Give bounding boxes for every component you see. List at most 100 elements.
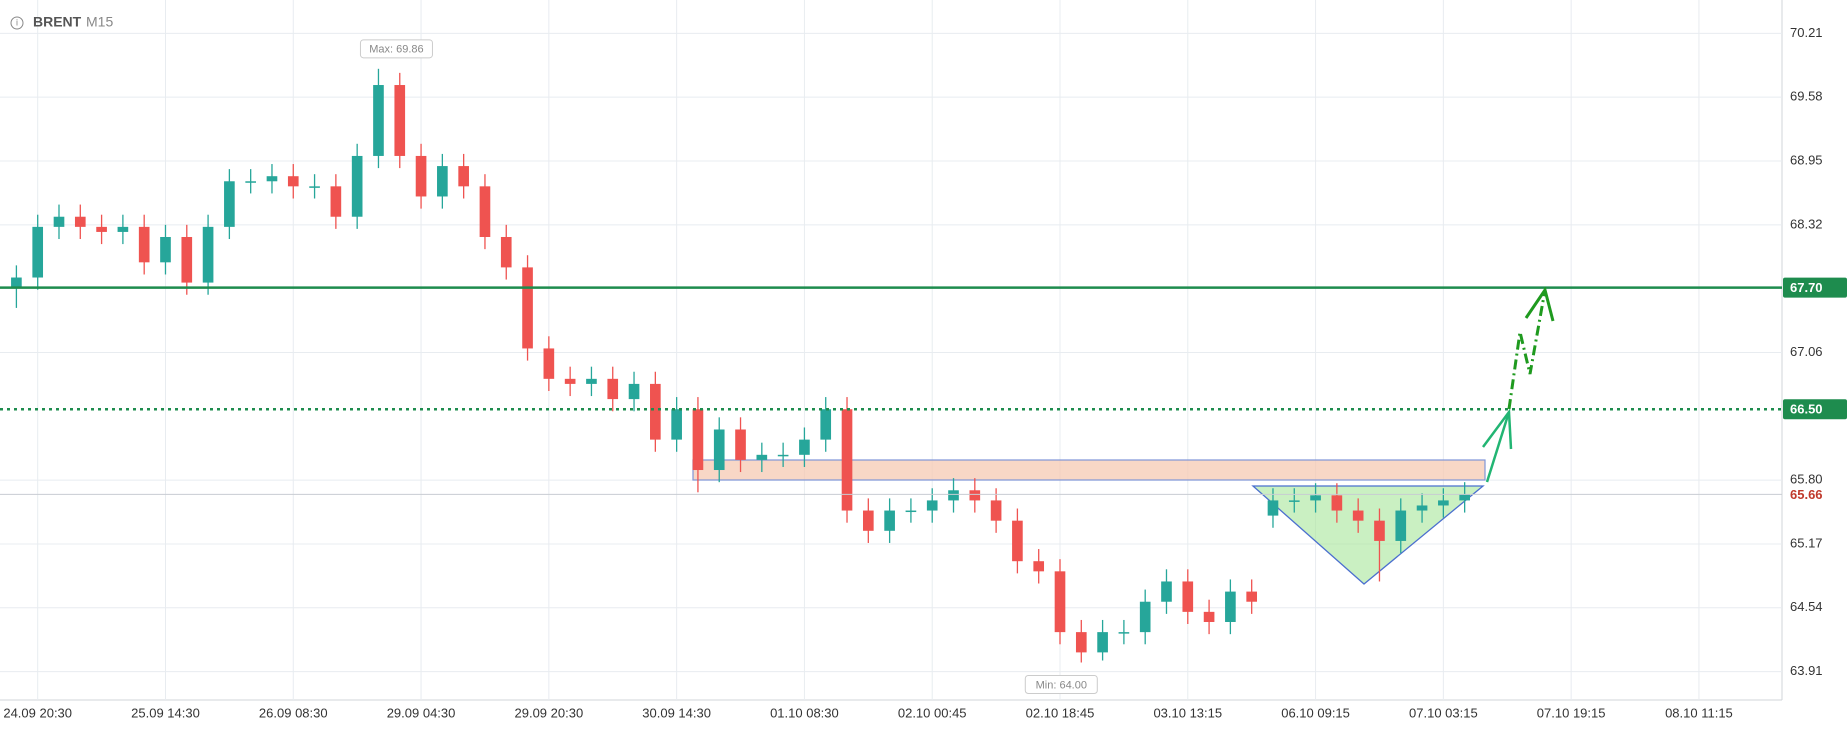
candle-body <box>1331 495 1343 511</box>
x-tick-label: 29.09 04:30 <box>387 705 456 720</box>
candle-body <box>1416 505 1428 511</box>
x-tick-label: 07.10 03:15 <box>1409 705 1478 720</box>
level-label-box <box>1783 399 1847 420</box>
x-tick-label: 02.10 00:45 <box>898 705 967 720</box>
y-tick-label: 69.58 <box>1790 89 1823 104</box>
x-tick-label: 03.10 13:15 <box>1153 705 1222 720</box>
candle-body <box>1033 561 1045 572</box>
x-tick-label: 01.10 08:30 <box>770 705 839 720</box>
y-tick-label: 67.06 <box>1790 344 1823 359</box>
candle-body <box>1438 500 1449 506</box>
candle-body <box>777 454 789 457</box>
candle-body <box>607 378 619 400</box>
candle-body <box>628 383 640 400</box>
level-label: 67.70 <box>1790 280 1823 295</box>
candle-body <box>479 186 491 237</box>
last-price-box <box>1783 486 1847 503</box>
candle-body <box>32 226 44 278</box>
candle-body <box>224 181 235 227</box>
level-label: 66.50 <box>1790 402 1823 417</box>
candle-body <box>11 277 22 288</box>
candle-body <box>458 166 469 187</box>
candle-body <box>1054 571 1066 633</box>
candle-body <box>522 267 533 349</box>
info-icon-glyph: i <box>16 17 18 27</box>
max-label: Max: 69.86 <box>369 44 423 56</box>
candle-body <box>1097 632 1108 653</box>
candle-body <box>287 176 299 187</box>
candles <box>11 68 1470 663</box>
candle-body <box>862 510 874 531</box>
candle-body <box>884 510 895 531</box>
arrow-head <box>1481 408 1513 450</box>
candle-body <box>160 236 171 263</box>
candle-body <box>735 429 746 460</box>
candle-body <box>74 216 86 227</box>
candle-body <box>586 378 597 384</box>
candle-body <box>1288 500 1300 502</box>
y-tick-label: 64.54 <box>1790 599 1823 614</box>
y-tick-label: 68.95 <box>1790 152 1823 167</box>
candle-body <box>330 186 342 217</box>
candle-body <box>1182 581 1194 612</box>
candle-body <box>266 176 278 182</box>
candle-body <box>756 454 768 460</box>
candle-body <box>138 226 150 263</box>
candle-body <box>564 378 576 384</box>
candle-body <box>53 216 65 227</box>
candle-body <box>1267 500 1279 516</box>
candle-body <box>181 236 193 283</box>
candle-body <box>117 226 129 232</box>
symbol: BRENT <box>33 14 82 30</box>
candle-body <box>1139 601 1151 633</box>
candle-body <box>415 155 427 197</box>
min-label: Min: 64.00 <box>1036 679 1087 691</box>
candle-body <box>905 510 917 513</box>
candle-body <box>1246 591 1258 602</box>
level-label-box <box>1783 277 1847 298</box>
min-label-box <box>1024 675 1098 695</box>
x-tick-label: 06.10 09:15 <box>1281 705 1350 720</box>
x-tick-label: 02.10 18:45 <box>1026 705 1095 720</box>
candle-body <box>500 236 512 268</box>
candle-body <box>1075 632 1087 653</box>
y-tick-label: 70.21 <box>1790 25 1823 40</box>
arrow-up <box>1485 411 1511 483</box>
timeframe: M15 <box>86 14 113 30</box>
x-tick-label: 25.09 14:30 <box>131 705 200 720</box>
candle-body <box>1012 520 1023 562</box>
overlay: 67.70 66.50 65.66 Max: 69.86 Min: 64.00 <box>0 39 1847 695</box>
candle-body <box>373 85 384 156</box>
candle-body <box>692 409 704 471</box>
candle-body <box>990 500 1002 521</box>
arrow-head <box>1524 286 1555 322</box>
candle-body <box>309 186 320 188</box>
candle-body <box>1118 632 1130 634</box>
grid: 70.21 69.58 68.95 68.32 67.06 65.80 65.17 64.54… <box>0 0 1823 720</box>
y-tick-label: 68.32 <box>1790 216 1823 231</box>
info-icon[interactable] <box>10 16 24 30</box>
candle-body <box>351 155 363 217</box>
x-tick-label: 08.10 11:15 <box>1665 705 1733 720</box>
y-tick-label: 65.17 <box>1790 535 1823 550</box>
candle-body <box>841 409 853 511</box>
candle-body <box>437 166 448 197</box>
candle-body <box>1225 591 1236 622</box>
y-tick-label: 63.91 <box>1790 663 1823 678</box>
candle-body <box>1374 520 1385 541</box>
x-tick-label: 26.09 08:30 <box>259 705 328 720</box>
candle-body <box>650 383 661 440</box>
max-label-box <box>359 39 433 59</box>
candle-body <box>926 500 938 511</box>
candle-body <box>543 348 555 379</box>
candle-body <box>1395 510 1407 541</box>
candle-body <box>713 429 725 471</box>
candle-body <box>1459 494 1470 501</box>
x-tick-label: 30.09 14:30 <box>642 705 711 720</box>
candle-body <box>671 409 682 440</box>
candle-body <box>1203 611 1215 622</box>
candle-body <box>1161 581 1172 602</box>
candle-body <box>799 439 810 455</box>
candle-body <box>820 409 832 440</box>
